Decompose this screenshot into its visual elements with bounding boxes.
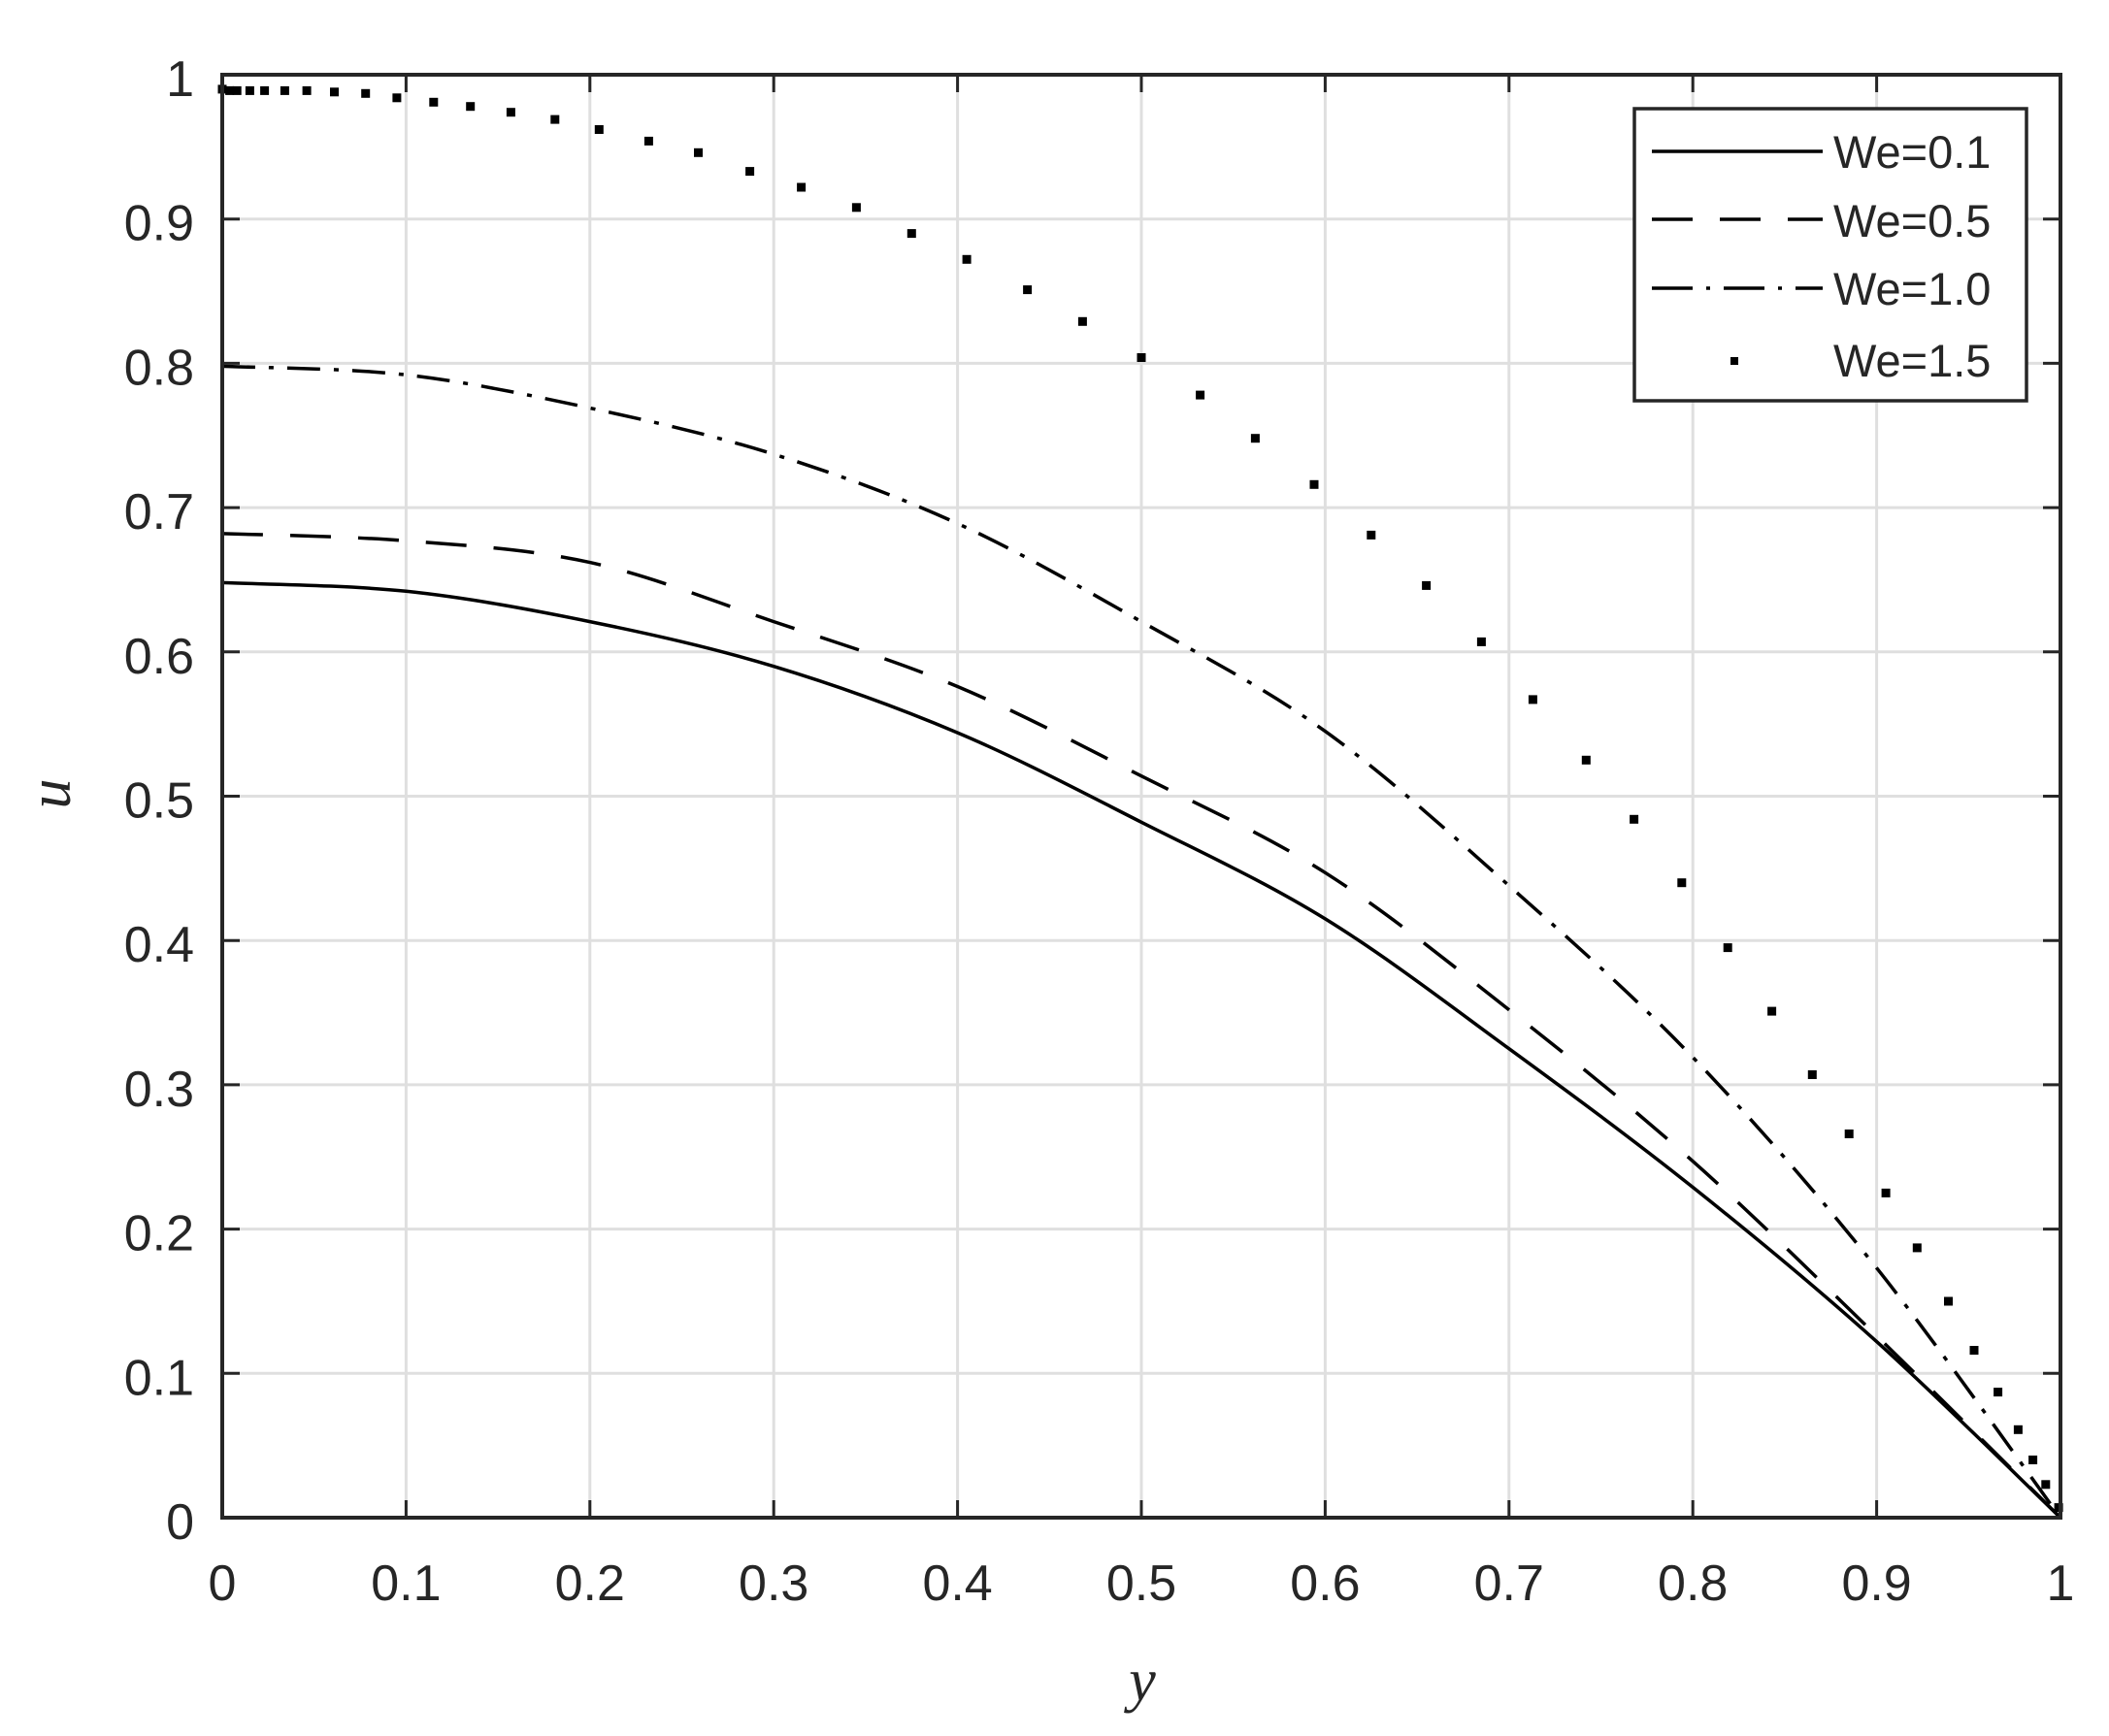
y-tick-label: 0 <box>166 1494 194 1551</box>
legend-item-we-1-5: We=1.5 <box>1730 335 1991 386</box>
data-point-marker <box>466 102 476 112</box>
axis-ticks <box>220 73 2062 1520</box>
y-tick-label: 0.8 <box>124 340 194 396</box>
data-point-marker <box>1137 353 1146 362</box>
data-point-marker <box>1023 285 1033 295</box>
y-tick-label: 0.9 <box>124 196 194 252</box>
data-point-marker <box>1630 814 1639 824</box>
data-point-marker <box>1912 1243 1922 1253</box>
x-tick-label: 0.2 <box>555 1556 625 1612</box>
data-point-marker <box>1944 1296 1953 1306</box>
y-tick-label: 1 <box>166 51 194 108</box>
x-tick-label: 0.9 <box>1841 1556 1911 1612</box>
x-tick-labels: 0 0.1 0.2 0.3 0.4 0.5 0.6 0.7 0.8 0.9 1 <box>209 1556 2075 1612</box>
y-tick-label: 0.5 <box>124 773 194 830</box>
data-point-marker <box>1881 1188 1891 1197</box>
y-tick-label: 0.7 <box>124 484 194 540</box>
legend: We=0.1 We=0.5 We=1.0 We=1.5 <box>1632 107 2028 403</box>
data-point-marker <box>280 85 289 95</box>
data-point-marker <box>694 147 703 157</box>
x-tick-label: 0.5 <box>1106 1556 1176 1612</box>
data-point-marker <box>745 167 755 177</box>
y-tick-label: 0.3 <box>124 1062 194 1118</box>
data-point-marker <box>797 182 807 192</box>
legend-label: We=1.0 <box>1833 263 1991 314</box>
data-point-marker <box>1422 580 1432 590</box>
data-point-marker <box>225 85 235 95</box>
x-tick-label: 0.1 <box>371 1556 441 1612</box>
data-point-marker <box>1077 316 1087 326</box>
x-tick-label: 0.7 <box>1474 1556 1544 1612</box>
data-point-marker <box>506 108 515 117</box>
legend-item-we-0-5: We=0.5 <box>1652 195 1991 246</box>
data-point-marker <box>1723 943 1732 953</box>
series-we-1-0 <box>221 364 2062 1520</box>
data-point-marker <box>2013 1425 2023 1434</box>
data-point-marker <box>1844 1130 1854 1138</box>
y-tick-label: 0.6 <box>124 629 194 685</box>
data-point-marker <box>1528 695 1537 704</box>
data-point-marker <box>361 88 371 98</box>
legend-dot-marker-icon <box>1730 357 1738 365</box>
legend-item-we-0-1: We=0.1 <box>1652 126 1991 178</box>
y-axis-label: u <box>17 779 83 809</box>
data-point-marker <box>232 85 242 95</box>
legend-label: We=1.5 <box>1833 335 1991 386</box>
data-point-marker <box>962 254 972 264</box>
x-tick-label: 0.6 <box>1290 1556 1360 1612</box>
x-axis-label: y <box>1123 1648 1156 1714</box>
data-point-marker <box>2041 1480 2051 1490</box>
data-point-marker <box>643 136 653 146</box>
legend-label: We=0.5 <box>1833 195 1991 246</box>
data-point-marker <box>429 97 439 107</box>
y-tick-labels: 0 0.1 0.2 0.3 0.4 0.5 0.6 0.7 0.8 0.9 1 <box>124 51 194 1551</box>
data-point-marker <box>1196 390 1205 400</box>
data-point-marker <box>1994 1388 2003 1397</box>
series-we-0-5 <box>221 532 2062 1520</box>
data-point-marker <box>1969 1346 1979 1355</box>
series-we-0-1 <box>221 580 2062 1520</box>
x-tick-label: 0.8 <box>1658 1556 1728 1612</box>
data-point-marker <box>1476 637 1486 646</box>
data-point-marker <box>851 203 861 213</box>
data-point-marker <box>330 87 339 97</box>
data-point-marker <box>906 229 916 239</box>
data-point-marker <box>2028 1456 2038 1464</box>
data-point-marker <box>1250 434 1260 443</box>
data-point-marker <box>1367 530 1376 540</box>
y-tick-label: 0.4 <box>124 917 194 973</box>
y-tick-label: 0.1 <box>124 1350 194 1406</box>
data-point-marker <box>1807 1070 1817 1079</box>
data-point-marker <box>1309 479 1319 489</box>
x-tick-label: 0.3 <box>739 1556 808 1612</box>
legend-box <box>1632 107 2028 403</box>
x-tick-label: 0 <box>209 1556 237 1612</box>
data-point-marker <box>245 85 254 95</box>
data-point-marker <box>550 115 560 124</box>
x-tick-label: 1 <box>2047 1556 2075 1612</box>
x-tick-label: 0.4 <box>922 1556 992 1612</box>
legend-item-we-1-0: We=1.0 <box>1652 263 1991 314</box>
data-point-marker <box>302 85 312 95</box>
y-tick-label: 0.2 <box>124 1206 194 1262</box>
data-point-marker <box>594 125 604 134</box>
legend-label: We=0.1 <box>1833 126 1991 178</box>
data-point-marker <box>1677 878 1687 888</box>
data-point-marker <box>260 85 270 95</box>
data-point-marker <box>392 93 402 103</box>
data-point-marker <box>1767 1006 1777 1016</box>
data-point-marker <box>1581 755 1591 765</box>
